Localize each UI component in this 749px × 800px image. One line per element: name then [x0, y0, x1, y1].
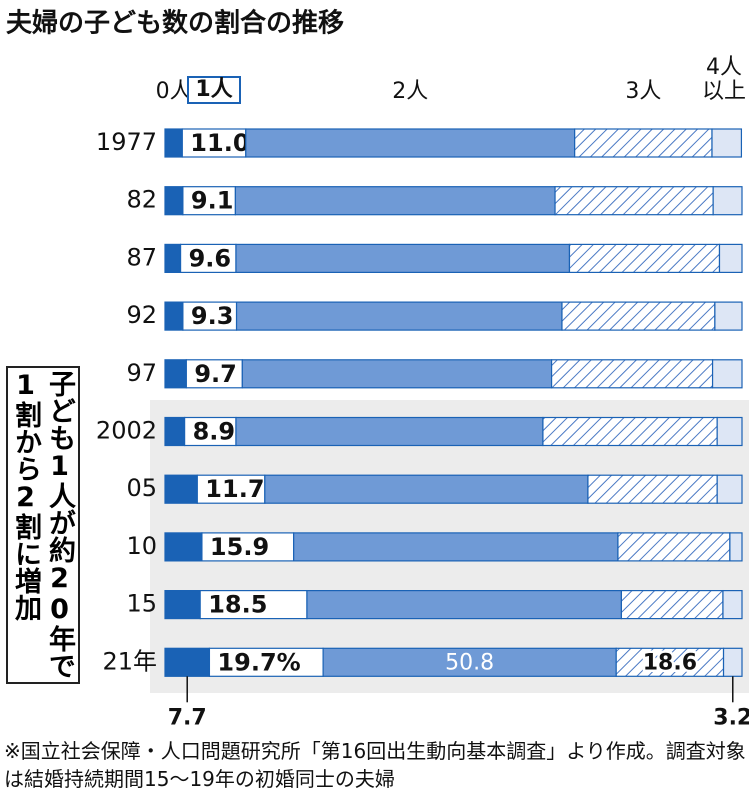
bar-segment	[729, 532, 743, 562]
bar-segment	[264, 474, 589, 504]
bar-segment	[568, 243, 721, 273]
bar-segment	[718, 243, 743, 273]
bar-segment	[245, 128, 576, 158]
bar-segment	[182, 301, 238, 331]
value-label: 8.9	[193, 418, 236, 446]
bar-segment	[185, 359, 243, 389]
bar-segment	[164, 416, 186, 447]
category-label: 87	[126, 243, 157, 271]
bar-segment	[201, 532, 295, 562]
value-label: 18.5	[208, 591, 267, 619]
bar-segment	[208, 647, 324, 677]
value-label: 11.0	[190, 129, 249, 157]
value-label: 7.7	[168, 705, 207, 730]
bar-segment	[712, 186, 743, 216]
category-label: 05	[126, 474, 157, 502]
value-label: 15.9	[210, 533, 269, 561]
category-label: 92	[126, 301, 157, 329]
bar-segment	[322, 647, 617, 677]
bar-segment	[164, 243, 182, 273]
category-label: 1977	[96, 128, 157, 156]
legend-label: 0人	[155, 79, 192, 104]
bar-segment	[620, 589, 724, 620]
bar-segment	[235, 243, 571, 273]
bar-segment	[561, 301, 716, 331]
value-label: 9.3	[191, 302, 234, 330]
bar-segment	[542, 416, 718, 447]
legend-label: 4人以上	[701, 55, 746, 104]
value-label: 18.6	[643, 650, 697, 675]
bar-segment	[164, 474, 198, 504]
bar-segment	[164, 128, 183, 158]
category-label: 97	[126, 359, 157, 387]
bar-segment	[306, 589, 623, 620]
annotation: 子ども1人が約20年で1割から2割に増加	[6, 366, 80, 684]
bar-segment	[164, 186, 184, 216]
bar-segment	[554, 186, 714, 216]
legend-label: 1人	[187, 76, 242, 104]
value-label: 3.2	[713, 705, 749, 730]
bar-segment	[182, 186, 236, 216]
bar-segment	[164, 532, 203, 562]
category-label: 21年	[102, 647, 157, 675]
chart-title: 夫婦の子ども数の割合の推移	[6, 8, 344, 39]
value-label: 11.7	[205, 475, 264, 503]
bar-segment	[164, 647, 211, 677]
bar-segment	[181, 128, 247, 158]
bar-segment	[716, 416, 743, 447]
bar-segment	[184, 416, 237, 447]
category-label: 2002	[96, 417, 157, 445]
bar-segment	[711, 359, 743, 389]
bar-segment	[617, 532, 731, 562]
bar-segment	[574, 128, 713, 158]
bar-segment	[199, 589, 308, 620]
value-label: 19.7%	[217, 648, 300, 676]
bar-segment	[164, 359, 187, 389]
bar-segment	[293, 532, 619, 562]
category-label: 10	[126, 532, 157, 560]
value-label: 9.1	[191, 187, 234, 215]
legend-label: 2人	[392, 79, 429, 104]
value-label: 9.6	[189, 244, 232, 272]
bar-segment	[716, 474, 743, 504]
bar-segment	[235, 416, 544, 447]
legend-label: 3人	[625, 79, 662, 104]
bar-segment	[714, 301, 743, 331]
bar-segment	[587, 474, 718, 504]
value-label: 9.7	[194, 360, 237, 388]
bar-segment	[722, 589, 743, 620]
bar-segment	[234, 186, 556, 216]
source-note: ※国立社会保障・人口問題研究所「第16回出生動向基本調査」より作成。調査対象は結…	[4, 739, 746, 791]
category-label: 15	[126, 590, 157, 618]
bar-segment	[179, 243, 237, 273]
bar-segment	[722, 647, 743, 677]
bar-segment	[615, 647, 725, 677]
bar-segment	[241, 359, 553, 389]
bar-segment	[711, 128, 743, 158]
category-label: 82	[126, 186, 157, 214]
bar-segment	[164, 589, 201, 620]
bar-segment	[164, 301, 184, 331]
value-label: 50.8	[445, 650, 494, 675]
bar-segment	[235, 301, 563, 331]
bar-segment	[550, 359, 714, 389]
